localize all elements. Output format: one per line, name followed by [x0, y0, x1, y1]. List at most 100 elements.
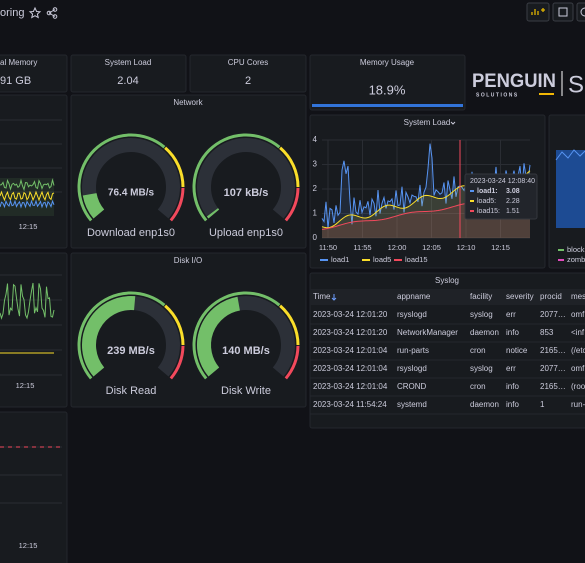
panel-title: Network — [173, 98, 203, 107]
table-cell: rsyslogd — [397, 310, 427, 319]
table-cell: 2077… — [540, 310, 566, 319]
table-header — [310, 289, 585, 305]
table-cell: omf — [571, 310, 585, 319]
y-tick-label: 3 — [313, 160, 318, 169]
x-tick-label: 12:15 — [16, 381, 35, 390]
stat-value: 2.04 — [117, 75, 138, 87]
side-series — [0, 199, 55, 209]
tooltip-name: load15: — [477, 208, 500, 215]
column-header: severity — [506, 292, 534, 301]
gauge-threshold — [279, 304, 300, 346]
gauge-label: Disk Write — [221, 385, 271, 397]
column-header: mes — [571, 292, 585, 301]
table-cell: 2023-03-24 11:54:24 — [313, 400, 387, 409]
table-cell: NetworkManager — [397, 328, 458, 337]
logo-name: PENGUIN — [472, 71, 556, 92]
panel — [70, 94, 307, 249]
usage-bar — [312, 104, 463, 107]
y-tick-label: 2 — [313, 184, 318, 193]
y-tick-label: 1 — [313, 209, 318, 218]
table-cell: daemon — [470, 328, 499, 337]
gauge-threshold — [164, 304, 185, 346]
x-tick-label: 12:15 — [19, 222, 38, 231]
x-tick-label: 12:15 — [19, 541, 38, 550]
panel-title: Syslog — [435, 276, 459, 285]
series-area — [322, 170, 530, 238]
stat-value: 18.9% — [369, 82, 406, 97]
gauge-fill — [82, 296, 136, 377]
legend-item: block — [567, 245, 585, 254]
column-header: facility — [470, 292, 492, 301]
panel-title: System Load — [404, 118, 451, 127]
panel — [309, 114, 546, 269]
column-header: appname — [397, 292, 431, 301]
table-cell: 2023-03-24 12:01:20 — [313, 328, 388, 337]
panel — [309, 54, 466, 111]
gauge-track — [82, 138, 180, 219]
gauge-threshold — [284, 345, 300, 380]
table-cell: cron — [470, 382, 486, 391]
table-cell: 2077… — [540, 364, 566, 373]
gauge-fill — [197, 296, 241, 377]
column-header: Time — [313, 292, 331, 301]
legend-item: load1 — [331, 255, 349, 264]
settings-icon — [580, 7, 585, 17]
panel — [70, 252, 307, 408]
table-cell: 853 — [540, 328, 554, 337]
tooltip-value: 3.08 — [506, 188, 520, 195]
table-cell: run- — [571, 400, 585, 409]
legend-swatch — [394, 259, 402, 261]
table-cell: notice — [506, 346, 528, 355]
x-tick-label: 12:00 — [388, 243, 407, 252]
table-cell: info — [506, 382, 519, 391]
tooltip-swatch — [470, 190, 474, 192]
dashboard-title: oring — [0, 7, 24, 19]
table-cell: run-parts — [397, 346, 429, 355]
x-tick-label: 12:15 — [491, 243, 510, 252]
y-tick-label: 0 — [313, 233, 318, 242]
stat-label: al Memory — [0, 58, 37, 67]
x-tick-label: 12:10 — [457, 243, 476, 252]
stat-label: Memory Usage — [360, 58, 415, 67]
legend-swatch — [362, 259, 370, 261]
share-dot — [52, 14, 58, 19]
table-cell: err — [506, 310, 516, 319]
tooltip-swatch — [470, 200, 474, 202]
table-cell: (root — [571, 382, 585, 391]
gauge-threshold — [284, 187, 300, 222]
table-cell: 2023-03-24 12:01:04 — [313, 346, 388, 355]
table-cell: rsyslogd — [397, 364, 427, 373]
table-cell: cron — [470, 346, 486, 355]
gauge-label: Disk Read — [106, 385, 157, 397]
toolbar-button[interactable] — [552, 2, 574, 22]
table-cell: 2023-03-24 12:01:04 — [313, 382, 388, 391]
share-icon[interactable] — [48, 9, 56, 17]
x-tick-label: 11:55 — [353, 243, 371, 252]
tooltip-swatch — [470, 210, 474, 212]
table-cell: info — [506, 400, 519, 409]
side-series — [0, 190, 55, 202]
gauge-value: 239 MB/s — [107, 345, 155, 357]
panel — [309, 272, 585, 429]
stat-value: 91 GB — [0, 75, 31, 87]
star-icon[interactable] — [28, 6, 42, 19]
x-tick-label: 11:50 — [319, 243, 337, 252]
save-icon — [558, 7, 568, 17]
legend-item: zomb — [567, 255, 585, 264]
column-header: procid — [540, 292, 562, 301]
table-cell: daemon — [470, 400, 499, 409]
tooltip — [464, 173, 538, 220]
table-cell: (/etc — [571, 346, 585, 355]
panel — [0, 54, 68, 93]
stat-label: System Load — [105, 58, 152, 67]
chevron-icon — [450, 121, 456, 125]
gauge-threshold — [77, 133, 166, 222]
stat-value: 2 — [245, 75, 251, 87]
table-cell: syslog — [470, 364, 493, 373]
legend-swatch — [558, 259, 564, 261]
legend-item: load15 — [405, 255, 428, 264]
gauge-value: 140 MB/s — [222, 345, 270, 357]
table-cell: info — [506, 328, 519, 337]
gauge-threshold — [169, 345, 185, 380]
